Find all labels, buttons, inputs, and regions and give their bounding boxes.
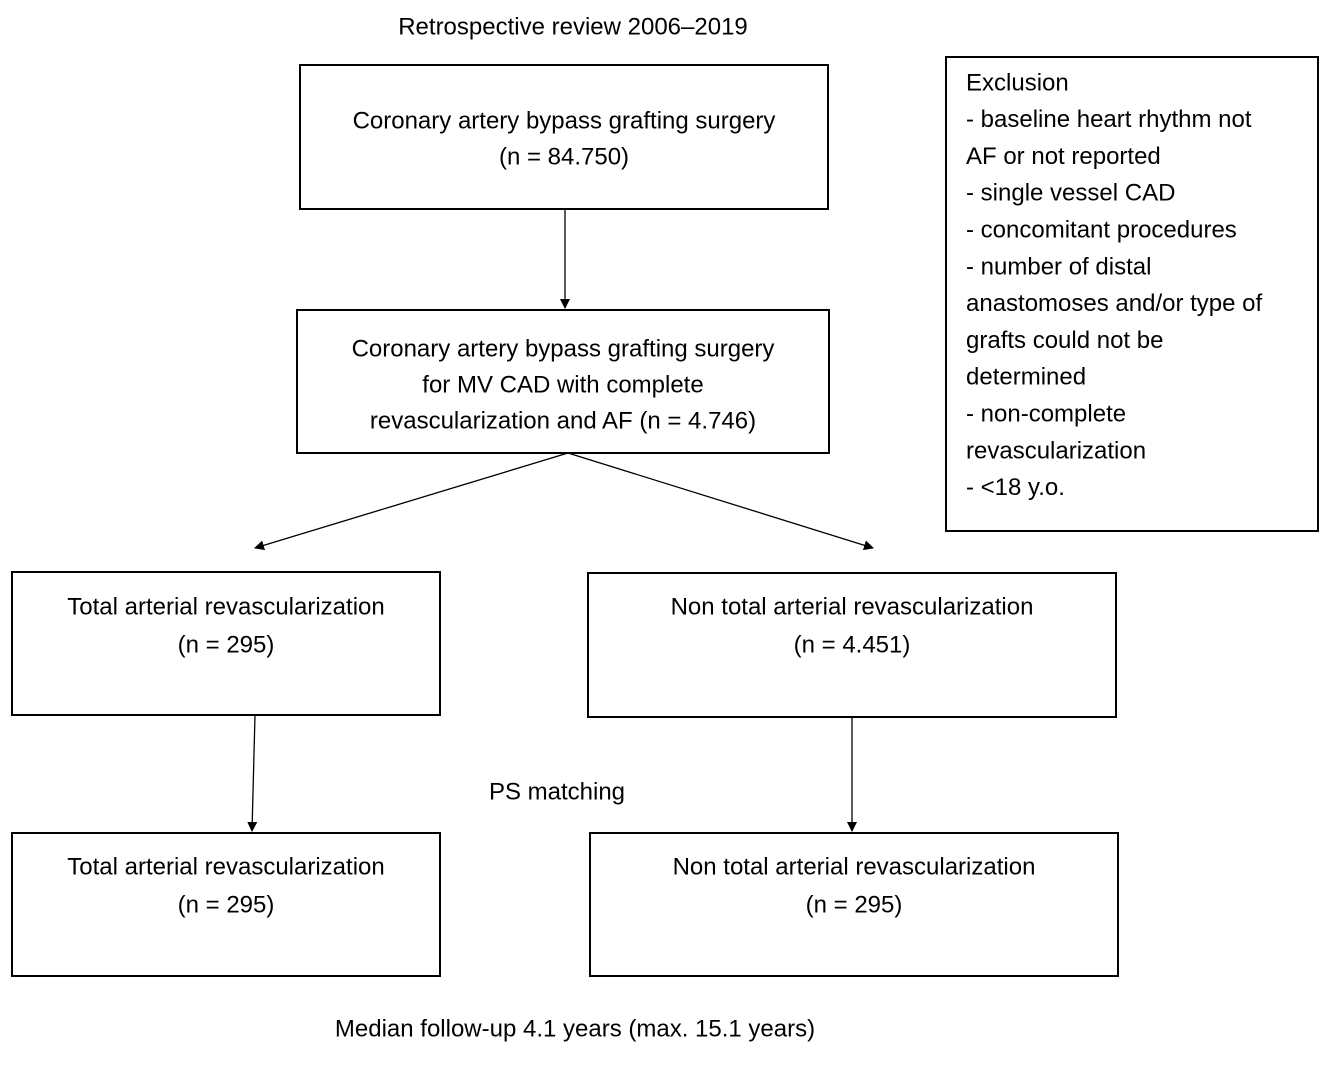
node-box <box>299 64 829 210</box>
footer: Median follow-up 4.1 years (max. 15.1 ye… <box>335 1015 815 1042</box>
title: Retrospective review 2006–2019 <box>398 13 748 40</box>
exclusion-text: - single vessel CAD <box>966 180 1175 207</box>
exclusion-text: determined <box>966 364 1086 391</box>
node-text: (n = 295) <box>806 891 903 918</box>
exclusion-text: - number of distal <box>966 253 1151 280</box>
matching-label: PS matching <box>489 778 625 805</box>
arrow <box>247 714 258 832</box>
node-box <box>296 309 830 454</box>
node-text: (n = 295) <box>178 631 275 658</box>
arrow <box>567 452 874 551</box>
node-text: Coronary artery bypass grafting surgery <box>353 107 776 134</box>
node-text: (n = 4.451) <box>794 631 911 658</box>
exclusion-text: - <18 y.o. <box>966 474 1065 501</box>
node-text: Total arterial revascularization <box>67 593 384 620</box>
exclusion-box <box>945 56 1319 532</box>
node-text: (n = 84.750) <box>499 143 629 170</box>
node-text: Coronary artery bypass grafting surgery <box>352 335 775 362</box>
exclusion-text: - non-complete <box>966 401 1126 428</box>
node-box <box>587 572 1117 718</box>
node-text: Total arterial revascularization <box>67 853 384 880</box>
arrow <box>254 452 569 551</box>
exclusion-text: AF or not reported <box>966 143 1161 170</box>
node-box <box>589 832 1119 977</box>
exclusion-text: grafts could not be <box>966 327 1163 354</box>
exclusion-text: revascularization <box>966 437 1146 464</box>
node-text: (n = 295) <box>178 891 275 918</box>
node-text: Non total arterial revascularization <box>673 853 1036 880</box>
exclusion-text: - concomitant procedures <box>966 217 1237 244</box>
node-text: for MV CAD with complete <box>422 371 703 398</box>
exclusion-text: anastomoses and/or type of <box>966 290 1263 317</box>
node-text: revascularization and AF (n = 4.746) <box>370 407 756 434</box>
node-box <box>11 571 441 716</box>
exclusion-text: Exclusion <box>966 69 1069 96</box>
exclusion-text: - baseline heart rhythm not <box>966 106 1252 133</box>
node-text: Non total arterial revascularization <box>671 593 1034 620</box>
node-box <box>11 832 441 977</box>
